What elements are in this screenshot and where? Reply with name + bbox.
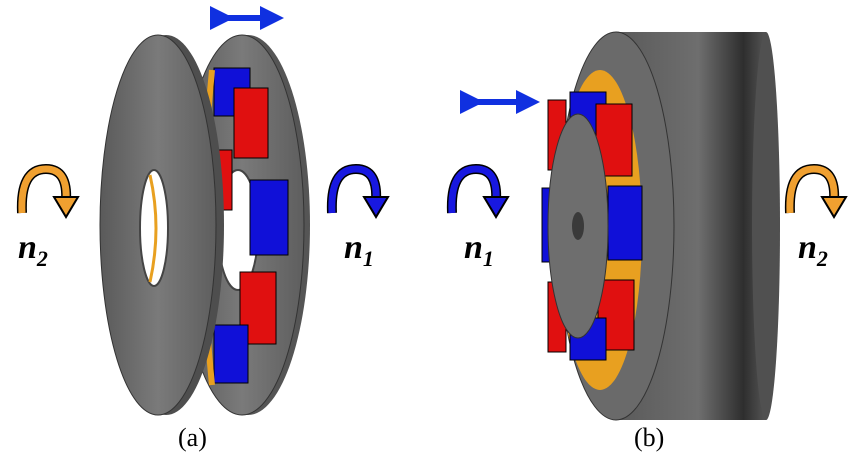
- panel-a: n2 n1 (a): [16, 6, 390, 452]
- rotation-arrow-n1-b: [446, 163, 510, 219]
- label-n2-a: n2: [18, 229, 48, 271]
- rotor-disc-outer: [99, 34, 224, 416]
- caption-a: (a): [178, 423, 207, 452]
- label-n1-a: n1: [344, 229, 374, 271]
- rotation-arrow-n1-a: [326, 163, 390, 219]
- label-n1-b: n1: [464, 229, 494, 271]
- inner-rotor: [547, 113, 609, 339]
- caption-b: (b): [634, 423, 664, 452]
- label-n2-b: n2: [798, 229, 828, 271]
- rotation-arrow-n2-a: [16, 163, 80, 219]
- rotation-arrow-n2-b: [784, 163, 848, 219]
- panel-b: n1 n2 (b): [446, 31, 848, 452]
